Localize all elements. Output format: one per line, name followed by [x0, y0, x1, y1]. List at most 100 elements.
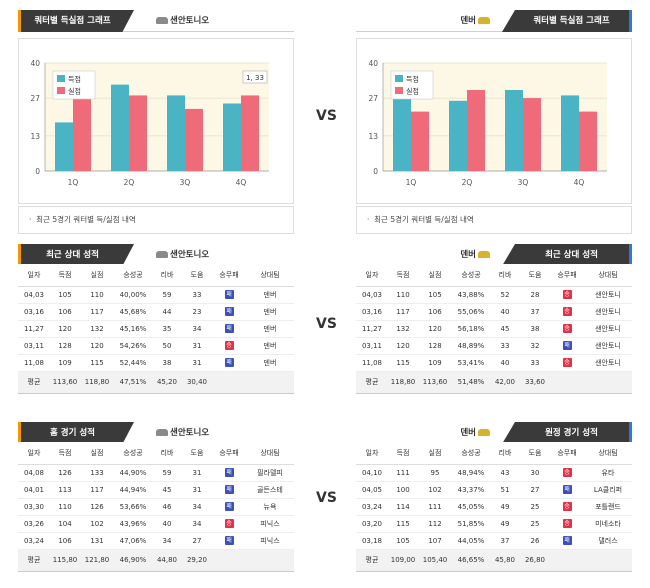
table-cell: 109: [418, 354, 452, 372]
table-cell: 128: [418, 337, 452, 355]
table-cell: 승: [212, 337, 246, 355]
result-badge: 승: [562, 290, 572, 299]
table-cell: 승: [550, 320, 584, 338]
table-cell: 43,96%: [114, 515, 152, 533]
table-cell: 56,18%: [452, 320, 490, 338]
team-logo-icon: [478, 251, 490, 258]
table-cell: 03,24: [356, 498, 388, 516]
away-panel: 덴버 원정 경기 성적 일자 득점 실점 승성공 리바 도움 승무패 상대팀 04,10 111 9…: [356, 422, 632, 572]
table-cell: 03,16: [356, 303, 388, 321]
bar-conceded: [467, 90, 485, 171]
table-cell: 52,44%: [114, 354, 152, 372]
table-cell: 115: [388, 515, 418, 533]
column-header: 득점: [388, 264, 418, 287]
table-cell: 113: [50, 481, 80, 499]
vs-label: VS: [316, 108, 337, 124]
column-header: 승성공: [114, 442, 152, 465]
table-cell: 샌안토니: [584, 320, 632, 338]
table-cell: 23: [182, 303, 212, 321]
team-logo-icon: [478, 17, 490, 24]
column-header: 리바: [152, 264, 182, 287]
section-header: 덴버 쿼터별 득실점 그래프: [356, 10, 632, 32]
table-cell: 51: [490, 481, 520, 499]
result-badge: 패: [224, 485, 234, 494]
table-cell: 33: [490, 337, 520, 355]
result-badge: 승: [224, 341, 234, 350]
table-cell: 45: [152, 481, 182, 499]
table-cell: 패: [550, 532, 584, 550]
table-cell: 132: [80, 320, 114, 338]
table-cell: 04,03: [356, 286, 388, 304]
table-cell: 111: [388, 464, 418, 482]
table-cell: 35: [152, 320, 182, 338]
table-cell: 43,37%: [452, 481, 490, 499]
table-row: 03,11 120 128 48,89% 33 32 패 샌안토니: [356, 337, 632, 355]
table-cell: 미네소타: [584, 515, 632, 533]
table-cell: 53,66%: [114, 498, 152, 516]
table-cell: 03,26: [18, 515, 50, 533]
table-row: 03,26 104 102 43,96% 40 34 승 피닉스: [18, 515, 294, 533]
table-cell: 31: [182, 354, 212, 372]
table-cell: 샌안토니: [584, 286, 632, 304]
column-header: 일자: [356, 264, 388, 287]
table-header-row: 일자 득점 실점 승성공 리바 도움 승무패 상대팀: [18, 264, 294, 287]
chart-note: · 최근 5경기 쿼터별 득/실점 내역: [18, 206, 294, 234]
legend-label-scored: 득점: [406, 76, 419, 84]
table-cell: 11,08: [18, 354, 50, 372]
table-cell: 46,65%: [452, 549, 490, 572]
table-cell: 샌안토니: [584, 354, 632, 372]
table-cell: 평균: [356, 549, 388, 572]
section-title: 최근 상대 성적: [18, 244, 134, 266]
column-header: 승성공: [452, 442, 490, 465]
table-cell: 패: [212, 354, 246, 372]
result-badge: 패: [224, 536, 234, 545]
table-cell: 덴버: [246, 286, 294, 304]
table-cell: 114: [388, 498, 418, 516]
table-cell: 03,20: [356, 515, 388, 533]
team-name: 덴버: [460, 250, 476, 260]
column-header: 도움: [520, 442, 550, 465]
table-cell: 40,00%: [114, 286, 152, 304]
x-tick-label: 2Q: [124, 178, 135, 187]
table-cell: 51,85%: [452, 515, 490, 533]
bar-scored: [449, 100, 467, 171]
table-cell: 04,03: [18, 286, 50, 304]
table-cell: 37: [490, 532, 520, 550]
table-cell: 골든스테: [246, 481, 294, 499]
column-header: 승무패: [550, 264, 584, 287]
table-cell: 48,89%: [452, 337, 490, 355]
table-cell: [550, 549, 584, 572]
column-header: 승무패: [212, 264, 246, 287]
team-label: 샌안토니오: [154, 422, 209, 444]
table-cell: 113,60: [418, 371, 452, 394]
table-cell: 45,80: [490, 549, 520, 572]
table-cell: 26: [520, 532, 550, 550]
team-name: 샌안토니오: [170, 250, 210, 260]
table-cell: 04,08: [18, 464, 50, 482]
table-cell: 47,06%: [114, 532, 152, 550]
table-cell: 덴버: [246, 320, 294, 338]
x-tick-label: 2Q: [462, 178, 473, 187]
table-cell: 44,90%: [114, 464, 152, 482]
x-tick-label: 3Q: [518, 178, 529, 187]
table-row: 11,08 115 109 53,41% 40 33 승 샌안토니: [356, 354, 632, 372]
column-header: 리바: [490, 442, 520, 465]
column-header: 일자: [18, 264, 50, 287]
legend-swatch-conceded: [395, 87, 403, 94]
column-header: 득점: [50, 264, 80, 287]
table-cell: 118,80: [388, 371, 418, 394]
table-cell: 34: [182, 320, 212, 338]
result-badge: 승: [562, 502, 572, 511]
y-tick-label: 40: [30, 59, 40, 68]
bar-conceded: [185, 108, 203, 171]
table-cell: 105: [418, 286, 452, 304]
table-cell: 102: [80, 515, 114, 533]
table-cell: 28: [520, 286, 550, 304]
bar-conceded: [411, 111, 429, 171]
table-cell: 52: [490, 286, 520, 304]
bar-scored: [393, 92, 411, 171]
result-badge: 패: [224, 290, 234, 299]
bar-scored: [561, 95, 579, 171]
x-tick-label: 4Q: [574, 178, 585, 187]
legend-label-conceded: 실점: [68, 87, 81, 96]
